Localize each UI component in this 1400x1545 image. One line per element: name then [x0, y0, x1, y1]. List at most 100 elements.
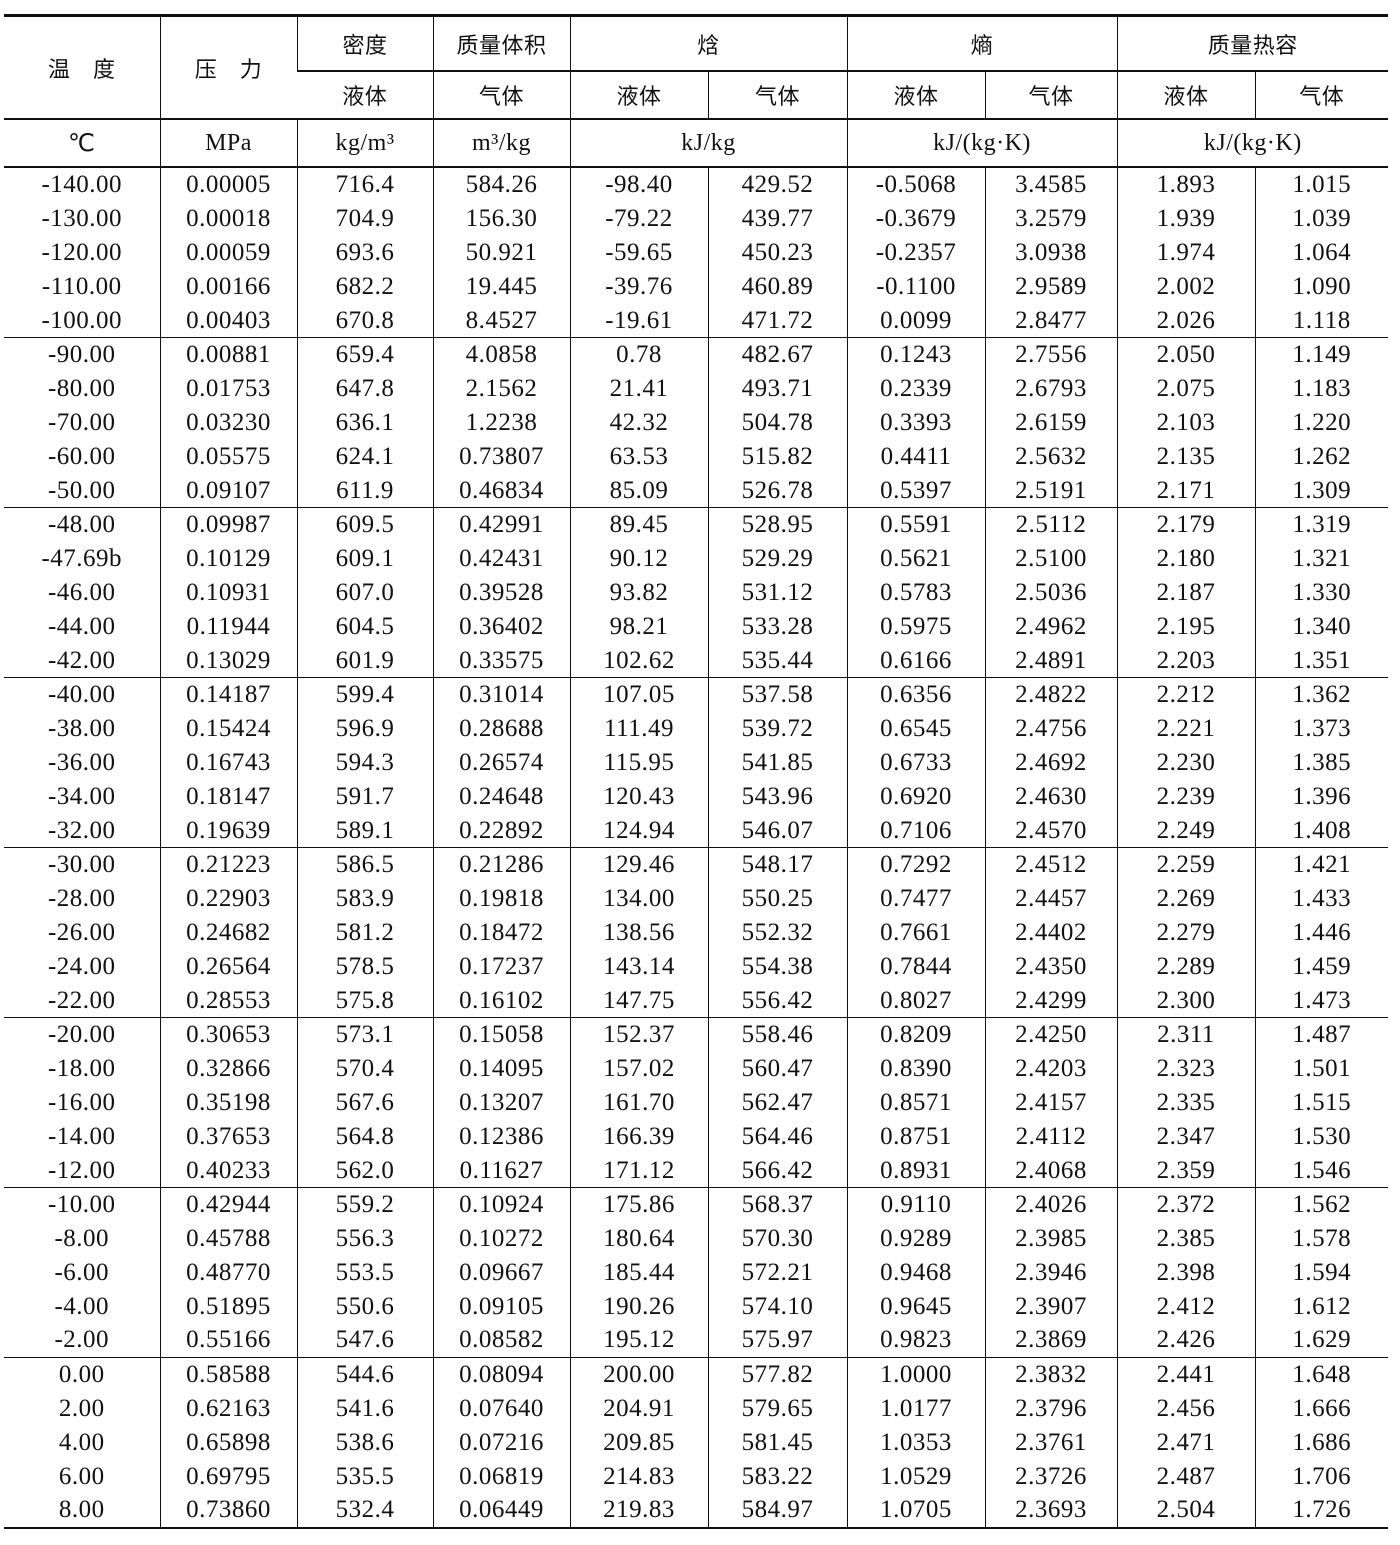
table-cell: 1.546 [1254, 1153, 1389, 1188]
unit-enthalpy: kJ/kg [569, 119, 848, 167]
table-row: -50.00 0.09107 611.9 0.46834 85.09 526.78 0.53… [4, 473, 1389, 508]
table-cell: 0.26564 [159, 949, 297, 984]
table-cell: 1.309 [1254, 473, 1389, 508]
table-cell: 2.00 [58, 1395, 105, 1423]
table-row: 8.00 0.73860 532.4 0.06449 219.83 584.97 1.070… [4, 1493, 1389, 1528]
table-cell: 0.08094 [432, 1356, 570, 1392]
table-cell: 2.6793 [984, 371, 1118, 406]
header-temperature: 温 度 [47, 57, 116, 83]
table-cell: 0.69795 [159, 1459, 297, 1494]
table-cell: 2.4402 [984, 915, 1118, 950]
table-cell: 546.07 [707, 813, 848, 848]
table-cell: 471.72 [707, 303, 848, 338]
table-cell: 1.149 [1254, 336, 1389, 372]
table-cell: 50.921 [432, 235, 570, 270]
table-cell: 601.9 [296, 643, 433, 678]
table-cell: 575.97 [707, 1323, 848, 1358]
table-cell: 1.321 [1254, 541, 1389, 576]
unit-pressure: MPa [159, 119, 297, 167]
table-cell: 2.1562 [432, 371, 570, 406]
table-cell: 0.06819 [432, 1459, 570, 1494]
table-cell: 586.5 [296, 846, 433, 882]
table-cell: 0.37653 [159, 1119, 297, 1154]
table-cell: 2.5112 [984, 506, 1118, 542]
table-cell: 2.4570 [984, 813, 1118, 848]
table-cell: 2.212 [1116, 676, 1256, 712]
table-cell: 1.666 [1254, 1391, 1389, 1426]
table-cell: 1.578 [1254, 1221, 1389, 1256]
header-liquid: 液体 [1116, 71, 1256, 119]
table-cell: 107.05 [569, 676, 708, 712]
table-cell: 564.46 [707, 1119, 848, 1154]
table-cell: 0.14095 [432, 1051, 570, 1086]
table-cell: 2.4457 [984, 881, 1118, 916]
header-liquid: 液体 [846, 71, 986, 119]
table-cell: 195.12 [569, 1323, 708, 1358]
table-cell: 0.5397 [846, 473, 986, 508]
table-cell: 2.7556 [984, 336, 1118, 372]
saturation-property-table: 温 度 压 力 密度 质量体积 焓 熵 质量热容 液体 气体 液体 气体 液体 … [4, 14, 1389, 1529]
table-cell: 2.3985 [984, 1221, 1118, 1256]
table-cell: 0.12386 [432, 1119, 570, 1154]
table-cell: 0.09667 [432, 1255, 570, 1290]
table-row: -30.00 0.21223 586.5 0.21286 129.46 548.17 0.7… [4, 846, 1389, 882]
table-cell: 0.28688 [432, 711, 570, 746]
table-cell: 147.75 [569, 983, 708, 1018]
table-cell: 624.1 [296, 439, 433, 474]
table-cell: 1.396 [1254, 779, 1389, 814]
table-cell: 0.7292 [846, 846, 986, 882]
table-cell: 93.82 [569, 575, 708, 610]
table-cell: 1.433 [1254, 881, 1389, 916]
table-cell: 2.3796 [984, 1391, 1118, 1426]
table-cell: 2.398 [1116, 1255, 1256, 1290]
table-row: -34.00 0.18147 591.7 0.24648 120.43 543.96 0.6… [4, 779, 1389, 814]
table-cell: 2.075 [1116, 371, 1256, 406]
table-cell: 539.72 [707, 711, 848, 746]
table-cell: 209.85 [569, 1425, 708, 1460]
header-vapor: 气体 [1254, 71, 1389, 119]
table-cell: 2.259 [1116, 846, 1256, 882]
table-row: 2.00 0.62163 541.6 0.07640 204.91 579.65 1.017… [4, 1391, 1389, 1426]
table-cell: 1.351 [1254, 643, 1389, 678]
table-cell: -98.40 [569, 167, 708, 202]
table-cell: 0.00881 [159, 336, 297, 372]
table-cell: -79.22 [569, 201, 708, 236]
table-cell: 0.5621 [846, 541, 986, 576]
table-cell: 2.249 [1116, 813, 1256, 848]
table-cell: 8.4527 [432, 303, 570, 338]
table-cell: 1.362 [1254, 676, 1389, 712]
table-cell: 138.56 [569, 915, 708, 950]
table-cell: 185.44 [569, 1255, 708, 1290]
table-cell: 157.02 [569, 1051, 708, 1086]
table-row: -140.00 0.00005 716.4 584.26 -98.40 429.52 -0.… [4, 167, 1389, 202]
table-cell: 2.4891 [984, 643, 1118, 678]
table-row: -2.00 0.55166 547.6 0.08582 195.12 575.97 0.98… [4, 1323, 1389, 1358]
table-cell: 584.26 [432, 167, 570, 202]
table-cell: 0.58588 [159, 1356, 297, 1392]
table-cell: 572.21 [707, 1255, 848, 1290]
table-cell: 0.19818 [432, 881, 570, 916]
table-cell: 0.9110 [846, 1186, 986, 1222]
table-cell: 0.9289 [846, 1221, 986, 1256]
table-cell: 2.180 [1116, 541, 1256, 576]
table-cell: 2.171 [1116, 473, 1256, 508]
table-cell: 482.67 [707, 336, 848, 372]
table-cell: 515.82 [707, 439, 848, 474]
table-row: -8.00 0.45788 556.3 0.10272 180.64 570.30 0.92… [4, 1221, 1389, 1256]
table-cell: 2.279 [1116, 915, 1256, 950]
table-cell: 0.73860 [159, 1493, 297, 1528]
table-cell: 2.385 [1116, 1221, 1256, 1256]
table-cell: 541.6 [296, 1391, 433, 1426]
table-cell: 0.10272 [432, 1221, 570, 1256]
table-cell: -10.00 [4, 1186, 160, 1222]
header-specific-volume: 质量体积 [432, 15, 570, 72]
table-cell: 1.562 [1254, 1186, 1389, 1222]
table-cell: -26.00 [47, 918, 116, 946]
table-cell: -12.00 [47, 1156, 116, 1184]
table-cell: 180.64 [569, 1221, 708, 1256]
table-cell: 124.94 [569, 813, 708, 848]
table-cell: 3.0938 [984, 235, 1118, 270]
table-cell: -50.00 [47, 476, 116, 504]
table-cell: 1.594 [1254, 1255, 1389, 1290]
table-cell: 0.18472 [432, 915, 570, 950]
